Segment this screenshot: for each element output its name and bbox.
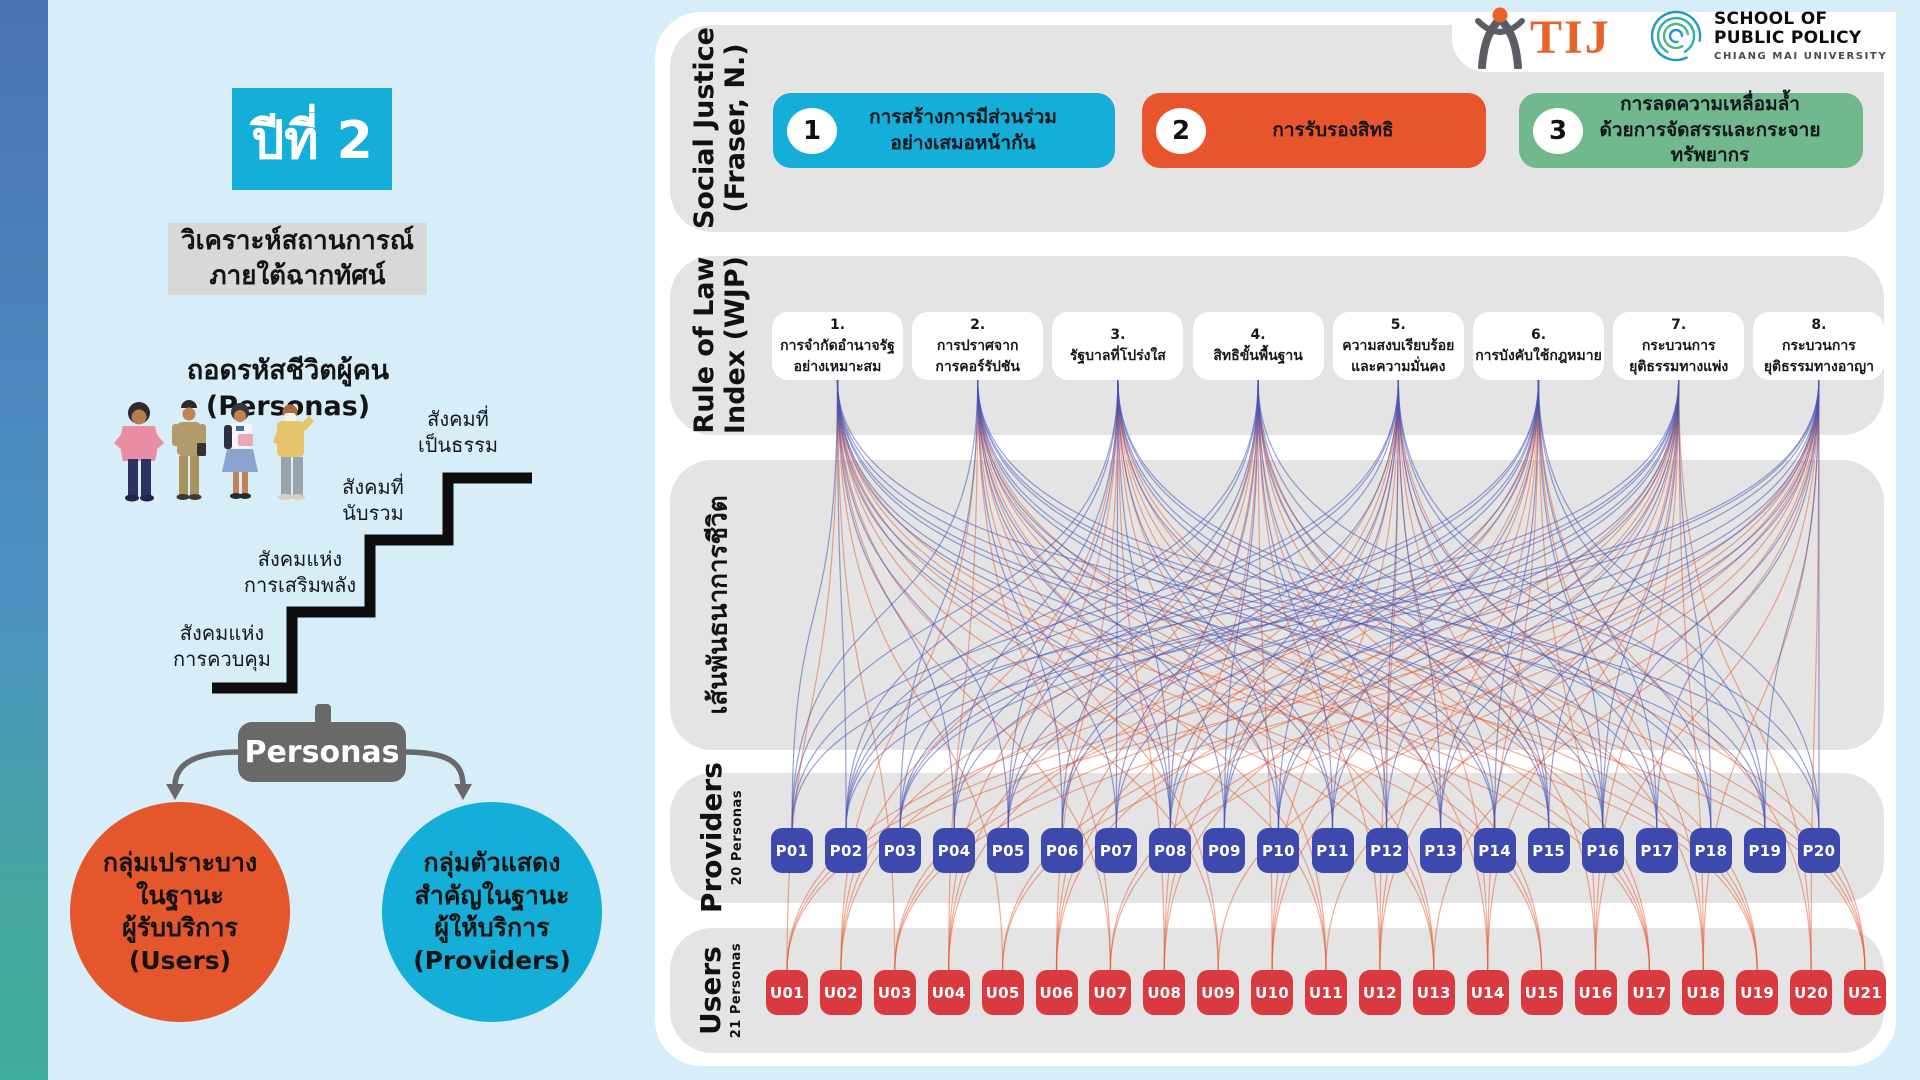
rule-of-law-box: 8. กระบวนการ ยุติธรรมทางอาญา: [1753, 312, 1885, 380]
row-life-lines: เส้นพันธนาการชีวิต: [670, 460, 1884, 750]
rule-of-law-box: 2. การปราศจาก การคอร์รัปชัน: [912, 312, 1044, 380]
provider-chip: P16: [1581, 828, 1624, 873]
spp-line3: CHIANG MAI UNIVERSITY: [1714, 50, 1888, 62]
rule-of-law-box: 4. สิทธิขั้นพื้นฐาน: [1192, 312, 1324, 380]
row-providers-label: Providers 20 Personas: [670, 763, 770, 914]
rule-of-law-box: 6. การบังคับใช้กฎหมาย: [1473, 312, 1604, 380]
users-sublabel: 21 Personas: [729, 942, 745, 1039]
scenario-subtitle: วิเคราะห์สถานการณ์ ภายใต้ฉากทัศน์: [168, 223, 427, 295]
user-chip: U07: [1089, 970, 1132, 1015]
provider-chip: P05: [987, 828, 1030, 873]
user-chip: U14: [1466, 970, 1509, 1015]
tij-logo: TIJ: [1474, 6, 1611, 70]
stair-label: สังคมแห่ง การควบคุม: [173, 621, 271, 671]
year-badge: ปีที่ 2: [232, 88, 392, 190]
provider-chip: P06: [1041, 828, 1084, 873]
user-chip: U18: [1682, 970, 1725, 1015]
provider-chip: P09: [1203, 828, 1246, 873]
social-box-text: การสร้างการมีส่วนร่วม อย่างเสมอหน้ากัน: [869, 105, 1057, 154]
social-box-text: การรับรองสิทธิ: [1272, 118, 1394, 141]
personas-box: Personas: [238, 722, 406, 782]
user-chip: U21: [1844, 970, 1886, 1015]
provider-chip: P14: [1473, 828, 1516, 873]
provider-chip: P04: [933, 828, 976, 873]
rule-of-law-box: 7. กระบวนการ ยุติธรรมทางแพ่ง: [1613, 312, 1745, 380]
users-group-circle: กลุ่มเปราะบาง ในฐานะ ผู้รับบริการ (Users…: [70, 802, 290, 1022]
spp-line2: PUBLIC POLICY: [1714, 28, 1862, 48]
arrow-head-left: [166, 784, 184, 800]
user-chip: U04: [927, 970, 970, 1015]
stair-label: สังคมแห่ง การเสริมพลัง: [243, 547, 357, 597]
provider-chip: P10: [1257, 828, 1300, 873]
spp-line1: SCHOOL OF: [1714, 9, 1828, 30]
row-rule-of-law-label: Rule of Law Index (WJP): [670, 256, 770, 435]
provider-chip: P03: [879, 828, 922, 873]
social-box-text: การลดความเหลื่อมล้ำ ด้วยการจัดสรรและกระจ…: [1599, 93, 1821, 167]
personas-box-stem: [315, 704, 331, 726]
user-chip: U05: [981, 970, 1024, 1015]
user-chip: U06: [1035, 970, 1078, 1015]
user-chip: U13: [1412, 970, 1455, 1015]
user-chip: U19: [1736, 970, 1779, 1015]
user-chip: U02: [819, 970, 862, 1015]
social-justice-box: 2 การรับรองสิทธิ: [1142, 93, 1486, 168]
social-justice-label-line2: (Fraser, N.): [720, 43, 752, 214]
row-users-label: Users 21 Personas: [670, 928, 770, 1053]
tij-wordmark: TIJ: [1530, 11, 1611, 64]
user-chip: U16: [1574, 970, 1617, 1015]
life-lines-label: เส้นพันธนาการชีวิต: [704, 495, 735, 715]
social-justice-box: 1 การสร้างการมีส่วนร่วม อย่างเสมอหน้ากัน: [773, 93, 1115, 168]
fingerprint-icon: [1650, 10, 1702, 62]
social-justice-box: 3 การลดความเหลื่อมล้ำ ด้วยการจัดสรรและกระ…: [1519, 93, 1863, 168]
provider-chip: P01: [771, 828, 813, 873]
rule-of-law-box: 5. ความสงบเรียบร้อย และความมั่นคง: [1332, 312, 1464, 380]
rule-label-line1: Rule of Law: [688, 256, 720, 435]
user-chip: U09: [1197, 970, 1240, 1015]
personas-heading: ถอดรหัสชีวิตผู้คน (Personas): [186, 355, 390, 422]
provider-chip: P18: [1689, 828, 1732, 873]
users-label: Users: [694, 946, 728, 1035]
user-chip: U08: [1143, 970, 1186, 1015]
arrow-head-right: [454, 784, 472, 800]
provider-chip: P11: [1311, 828, 1354, 873]
provider-chip: P12: [1365, 828, 1408, 873]
rule-of-law-box: 1. การจำกัดอำนาจรัฐ อย่างเหมาะสม: [772, 312, 903, 380]
stair-label: สังคมที่ เป็นธรรม: [417, 407, 499, 457]
user-chip: U15: [1520, 970, 1563, 1015]
provider-chip: P07: [1095, 828, 1138, 873]
social-justice-label-line1: Social Justice: [688, 27, 720, 230]
provider-chip: P08: [1149, 828, 1192, 873]
user-chip: U20: [1790, 970, 1833, 1015]
social-number-badge: 3: [1533, 107, 1583, 154]
rule-of-law-box: 3. รัฐบาลที่โปร่งใส: [1052, 312, 1184, 380]
left-gradient-strip: [0, 0, 48, 1080]
user-chip: U01: [766, 970, 808, 1015]
social-number-badge: 2: [1156, 107, 1206, 154]
tij-person-icon: [1475, 7, 1525, 69]
stair-label: สังคมที่ นับรวม: [342, 475, 404, 525]
row-social-justice-label: Social Justice (Fraser, N.): [670, 25, 770, 232]
providers-label: Providers: [694, 762, 728, 914]
user-chip: U11: [1305, 970, 1347, 1015]
row-life-lines-label: เส้นพันธนาการชีวิต: [670, 460, 770, 750]
user-chip: U03: [873, 970, 916, 1015]
providers-group-circle: กลุ่มตัวแสดง สำคัญในฐานะ ผู้ให้บริการ (P…: [382, 802, 602, 1022]
provider-chip: P17: [1635, 828, 1678, 873]
user-chip: U17: [1628, 970, 1671, 1015]
rule-label-line2: Index (WJP): [720, 256, 751, 435]
user-chip: U10: [1251, 970, 1294, 1015]
providers-sublabel: 20 Personas: [729, 790, 745, 886]
provider-chip: P20: [1797, 828, 1840, 873]
provider-chip: P13: [1419, 828, 1462, 873]
provider-chip: P02: [825, 828, 868, 873]
user-chip: U12: [1358, 970, 1401, 1015]
school-of-public-policy-logo: SCHOOL OF PUBLIC POLICY CHIANG MAI UNIVE…: [1648, 8, 1887, 64]
provider-chip: P19: [1743, 828, 1786, 873]
social-number-badge: 1: [787, 107, 837, 154]
provider-chip: P15: [1527, 828, 1570, 873]
